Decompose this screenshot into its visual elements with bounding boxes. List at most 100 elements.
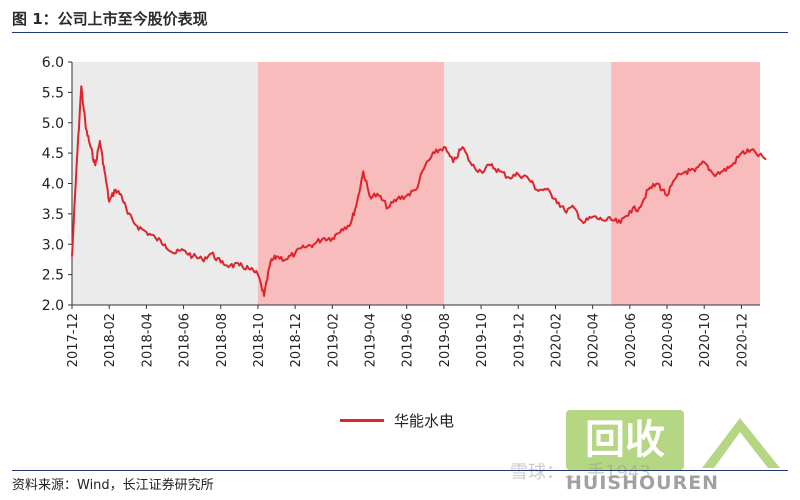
y-tick-label: 6.0 bbox=[42, 55, 64, 71]
data-point bbox=[331, 237, 334, 239]
x-tick-label: 2019-08 bbox=[438, 313, 453, 367]
data-point bbox=[229, 264, 231, 267]
series-line-huaneng-hydropower bbox=[71, 85, 767, 297]
data-point bbox=[356, 200, 358, 203]
y-tick-label: 4.5 bbox=[42, 146, 64, 162]
x-tick-label: 2020-02 bbox=[549, 313, 564, 367]
data-point bbox=[182, 249, 185, 252]
source-divider bbox=[12, 470, 788, 471]
data-point bbox=[285, 258, 287, 261]
legend-label: 华能水电 bbox=[394, 412, 455, 430]
data-point bbox=[517, 173, 520, 176]
data-point bbox=[749, 149, 752, 151]
data-point bbox=[647, 188, 650, 191]
y-tick-label: 2.5 bbox=[42, 268, 64, 284]
data-point bbox=[350, 222, 352, 224]
data-point bbox=[424, 164, 427, 167]
data-point bbox=[238, 264, 241, 267]
data-point bbox=[591, 216, 594, 218]
data-point bbox=[563, 210, 566, 212]
x-tick-label: 2019-06 bbox=[401, 313, 416, 367]
data-point bbox=[257, 273, 259, 276]
data-point bbox=[712, 173, 715, 176]
data-point bbox=[210, 252, 213, 255]
data-point bbox=[80, 85, 83, 88]
data-point bbox=[263, 295, 265, 297]
data-point bbox=[71, 255, 73, 258]
x-tick-label: 2019-02 bbox=[326, 313, 341, 367]
data-point bbox=[722, 170, 724, 173]
data-point bbox=[452, 161, 454, 164]
data-point bbox=[508, 176, 510, 179]
shaded-period-0 bbox=[257, 62, 444, 305]
watermark-text: 雪球：... 手1943 bbox=[510, 462, 651, 483]
data-point bbox=[731, 164, 733, 167]
data-point bbox=[103, 170, 106, 173]
x-tick-label: 2018-06 bbox=[178, 313, 193, 367]
data-point bbox=[629, 210, 631, 212]
data-point bbox=[694, 170, 696, 173]
data-point bbox=[545, 188, 547, 191]
y-tick-label: 2.0 bbox=[42, 298, 64, 314]
data-point bbox=[582, 222, 585, 224]
data-point bbox=[656, 182, 659, 185]
data-point bbox=[219, 261, 222, 264]
data-point bbox=[368, 194, 371, 197]
x-tick-label: 2020-08 bbox=[661, 313, 676, 367]
x-tick-label: 2018-04 bbox=[140, 313, 155, 367]
data-point bbox=[108, 200, 110, 203]
chart-legend: 华能水电 bbox=[340, 410, 454, 431]
data-point bbox=[415, 188, 417, 191]
data-point bbox=[489, 164, 492, 167]
data-point bbox=[99, 140, 101, 142]
x-tick-label: 2018-08 bbox=[215, 313, 230, 367]
data-point bbox=[387, 207, 389, 209]
logo-mark: 回收 bbox=[566, 410, 684, 470]
chart-title: 图 1：公司上市至今股价表现 bbox=[12, 10, 208, 28]
data-point bbox=[675, 176, 678, 179]
data-point bbox=[461, 146, 464, 148]
data-point bbox=[396, 197, 399, 200]
logo-text: HUISHOUREN bbox=[566, 472, 720, 494]
data-point bbox=[294, 252, 296, 255]
x-tick-label: 2017-12 bbox=[66, 313, 81, 367]
data-point bbox=[94, 164, 97, 167]
data-point bbox=[269, 261, 272, 264]
data-point bbox=[136, 225, 138, 227]
y-tick-label: 5.5 bbox=[42, 85, 64, 101]
data-point bbox=[340, 228, 343, 230]
x-tick-label: 2019-04 bbox=[364, 313, 379, 367]
data-point bbox=[75, 164, 78, 167]
data-point bbox=[498, 170, 501, 173]
data-point bbox=[145, 231, 148, 233]
x-tick-label: 2019-12 bbox=[512, 313, 527, 367]
data-point bbox=[201, 258, 203, 261]
data-point bbox=[470, 164, 473, 167]
data-point bbox=[89, 146, 92, 148]
watermark-logo: 回收 HUISHOUREN bbox=[556, 410, 792, 494]
data-point bbox=[526, 176, 529, 179]
data-point bbox=[610, 219, 613, 221]
data-point bbox=[114, 188, 117, 191]
data-point bbox=[378, 194, 380, 197]
data-point bbox=[536, 188, 538, 191]
mountain-icon bbox=[702, 418, 780, 468]
data-point bbox=[173, 252, 176, 255]
title-divider bbox=[12, 32, 788, 33]
data-point bbox=[322, 237, 324, 239]
data-point bbox=[312, 243, 315, 246]
x-tick-label: 2020-06 bbox=[624, 313, 639, 367]
data-point bbox=[573, 207, 575, 209]
x-tick-label: 2018-12 bbox=[289, 313, 304, 367]
shaded-period-1 bbox=[611, 62, 760, 305]
x-tick-label: 2019-10 bbox=[475, 313, 490, 367]
data-point bbox=[601, 219, 603, 221]
x-tick-label: 2020-04 bbox=[587, 313, 602, 367]
data-point bbox=[480, 170, 482, 173]
data-point bbox=[433, 152, 436, 154]
data-point bbox=[619, 222, 622, 224]
data-point bbox=[275, 255, 278, 258]
y-tick-label: 4.0 bbox=[42, 177, 64, 193]
data-point bbox=[192, 255, 194, 258]
data-point bbox=[126, 213, 129, 215]
